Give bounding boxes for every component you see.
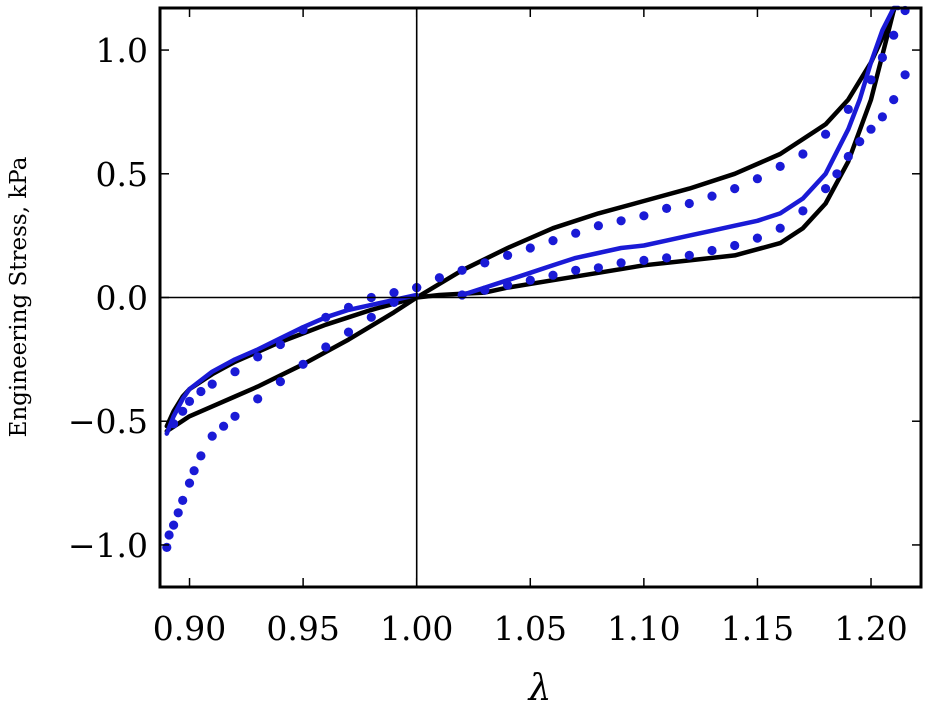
- data-point: [503, 280, 513, 290]
- data-point: [798, 149, 808, 159]
- data-point: [196, 451, 206, 461]
- data-point: [434, 273, 444, 283]
- data-point: [164, 530, 174, 540]
- data-point: [207, 431, 217, 441]
- series-line-3: [164, 292, 419, 436]
- data-point: [707, 191, 717, 201]
- data-point: [503, 250, 513, 260]
- data-point: [843, 104, 853, 114]
- data-point: [889, 30, 899, 40]
- y-tick-label: 0.0: [96, 279, 148, 318]
- data-point: [662, 253, 672, 263]
- data-point: [639, 211, 649, 221]
- x-axis-label: λ: [527, 668, 552, 709]
- data-point: [321, 342, 331, 352]
- data-point: [169, 419, 179, 429]
- data-point: [866, 75, 876, 85]
- data-point: [162, 542, 172, 553]
- data-marks: [162, 5, 910, 553]
- data-point: [184, 396, 195, 406]
- ticks: 0.90 0.95 1.00 1.05 1.10 1.15 1.20 −1.0 −0.5 0.0 0…: [68, 8, 921, 648]
- y-tick-label: 1.0: [96, 31, 148, 70]
- data-point: [684, 250, 694, 260]
- data-point: [855, 137, 865, 147]
- data-point: [457, 265, 467, 275]
- data-point: [343, 327, 354, 337]
- data-point: [877, 52, 888, 63]
- data-point: [525, 275, 535, 285]
- data-point: [775, 223, 785, 233]
- x-tick-label: 1.10: [607, 609, 680, 648]
- x-tick-label: 0.95: [266, 609, 339, 648]
- data-point: [707, 245, 717, 256]
- series-line-4: [459, 5, 901, 298]
- data-point: [752, 233, 763, 243]
- data-point: [230, 411, 240, 421]
- data-point: [389, 297, 399, 307]
- data-point: [253, 394, 263, 404]
- data-point: [196, 386, 206, 397]
- data-point: [548, 236, 558, 246]
- x-tick-label: 1.20: [834, 609, 907, 648]
- data-point: [571, 228, 581, 238]
- data-point: [480, 258, 490, 268]
- data-point: [730, 184, 740, 194]
- origin-axes: [160, 8, 921, 587]
- data-point: [178, 495, 188, 505]
- data-point: [169, 520, 179, 530]
- data-point: [480, 285, 490, 295]
- x-tick-label: 1.15: [721, 609, 794, 648]
- data-point: [684, 198, 694, 209]
- series-line-2: [164, 8, 896, 429]
- data-point: [548, 270, 558, 280]
- data-point: [253, 352, 263, 362]
- data-point: [189, 466, 199, 476]
- data-point: [662, 203, 672, 213]
- data-point: [832, 169, 842, 179]
- data-point: [900, 70, 910, 80]
- data-point: [178, 406, 188, 416]
- data-point: [843, 151, 853, 162]
- data-point: [230, 367, 240, 377]
- data-point: [173, 508, 183, 518]
- data-point: [752, 174, 763, 184]
- data-point: [593, 263, 604, 273]
- data-point: [389, 288, 399, 298]
- data-point: [321, 312, 331, 322]
- data-point: [821, 129, 831, 139]
- data-point: [616, 216, 626, 226]
- y-tick-label: −0.5: [68, 402, 148, 441]
- data-point: [798, 206, 808, 216]
- data-point: [639, 255, 649, 265]
- data-point: [730, 240, 740, 251]
- data-point: [275, 339, 285, 350]
- y-tick-label: −1.0: [68, 526, 148, 565]
- data-point: [207, 379, 217, 389]
- data-point: [877, 112, 888, 122]
- data-point: [343, 302, 354, 312]
- y-tick-label: 0.5: [96, 155, 148, 194]
- data-point: [525, 243, 535, 253]
- y-axis-label: Engineering Stress, kPa: [6, 156, 32, 437]
- data-point: [275, 377, 285, 387]
- data-point: [184, 478, 195, 488]
- series-line-1: [164, 8, 896, 434]
- data-point: [616, 258, 626, 268]
- data-point: [866, 124, 876, 134]
- data-point: [298, 325, 308, 335]
- data-point: [298, 359, 308, 369]
- data-point: [366, 312, 376, 322]
- data-point: [219, 421, 229, 431]
- data-point: [775, 161, 785, 171]
- data-point: [571, 265, 581, 275]
- x-tick-label: 0.90: [153, 609, 226, 648]
- data-point: [889, 95, 899, 105]
- data-point: [593, 221, 604, 231]
- x-tick-label: 1.00: [380, 609, 453, 648]
- x-tick-label: 1.05: [494, 609, 567, 648]
- data-point: [821, 184, 831, 194]
